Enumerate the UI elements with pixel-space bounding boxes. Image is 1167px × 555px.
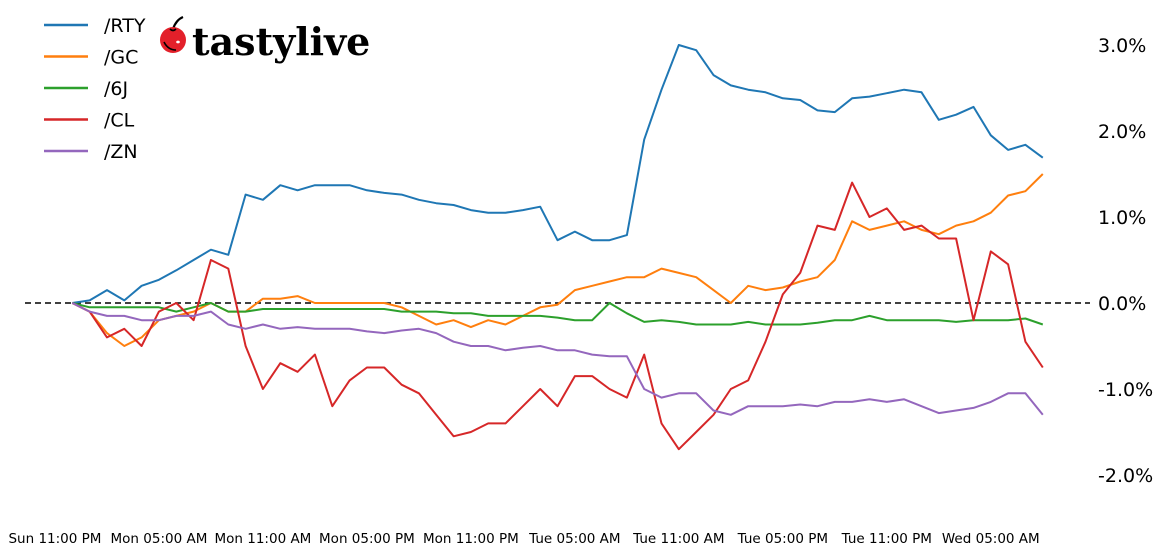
- legend: /RTY/GC/6J/CL/ZN: [44, 15, 146, 163]
- legend-label: /6J: [104, 78, 128, 100]
- series-line-cl: [71, 181, 1044, 451]
- legend-label: /CL: [104, 110, 135, 132]
- y-tick-label: 0.0%: [1098, 293, 1146, 315]
- y-tick-label: 2.0%: [1098, 121, 1146, 143]
- series-line-zn: [71, 302, 1044, 416]
- series-line-rty: [72, 44, 1044, 304]
- x-tick-label: Mon 11:00 AM: [215, 531, 312, 547]
- legend-label: /RTY: [104, 15, 146, 37]
- series-line-6j: [72, 302, 1044, 326]
- legend-label: /ZN: [104, 141, 138, 163]
- x-tick-label: Wed 05:00 AM: [942, 531, 1040, 547]
- y-tick-label: 3.0%: [1098, 35, 1146, 57]
- legend-label: /GC: [104, 47, 138, 69]
- x-tick-label: Tue 05:00 PM: [737, 531, 828, 547]
- x-axis: Sun 11:00 PM Mon 05:00 AM Mon 11:00 AM Mon …: [8, 531, 1039, 547]
- cherry-icon: [160, 15, 186, 53]
- x-tick-label: Mon 05:00 AM: [111, 531, 208, 547]
- y-tick-label: 1.0%: [1098, 207, 1146, 229]
- x-tick-label: Tue 11:00 AM: [632, 531, 724, 547]
- y-tick-label: -2.0%: [1098, 465, 1153, 487]
- logo-text: tastylive: [192, 19, 370, 64]
- y-axis: 3.0% 2.0% 1.0% 0.0% -1.0% -2.0%: [1098, 35, 1153, 487]
- tastylive-logo: tastylive: [160, 15, 370, 64]
- x-tick-label: Mon 05:00 PM: [319, 531, 415, 547]
- y-tick-label: -1.0%: [1098, 379, 1153, 401]
- series-group: [71, 44, 1044, 451]
- x-tick-label: Tue 11:00 PM: [841, 531, 932, 547]
- x-tick-label: Mon 11:00 PM: [423, 531, 519, 547]
- logo-wordmark: tastylive: [192, 19, 370, 64]
- x-tick-label: Sun 11:00 PM: [8, 531, 101, 547]
- x-tick-label: Tue 05:00 AM: [528, 531, 620, 547]
